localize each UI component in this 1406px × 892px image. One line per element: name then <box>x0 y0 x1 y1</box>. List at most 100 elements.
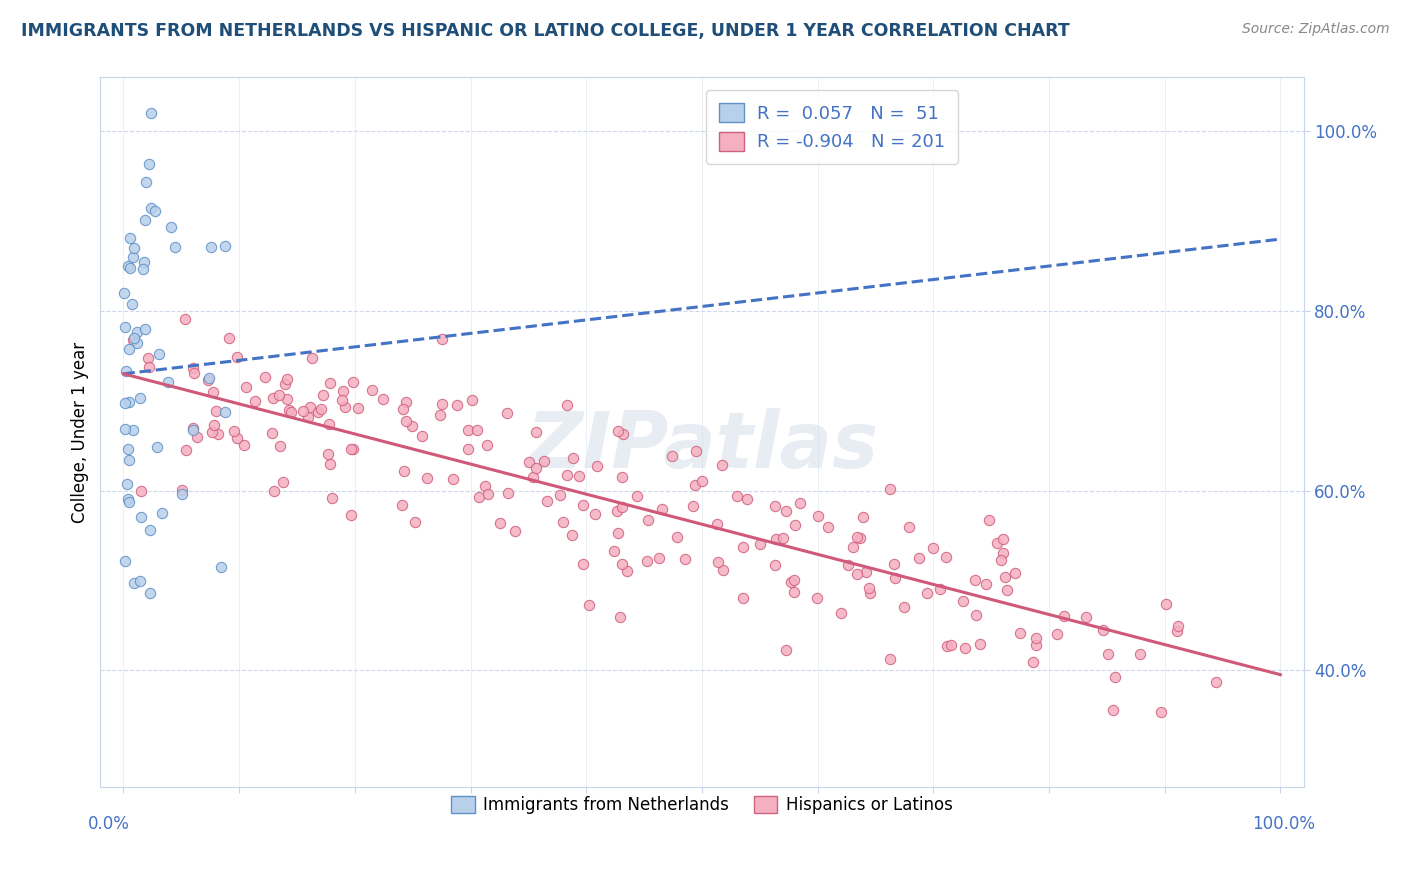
Point <box>262 391 284 405</box>
Point <box>307 405 329 419</box>
Point <box>118 342 141 356</box>
Point <box>226 432 249 446</box>
Point <box>690 475 713 489</box>
Point <box>121 296 143 310</box>
Point <box>202 385 225 400</box>
Point <box>711 458 734 473</box>
Point <box>441 472 464 486</box>
Point <box>477 487 499 501</box>
Point <box>122 576 145 591</box>
Point <box>571 557 593 571</box>
Point <box>160 219 183 234</box>
Point <box>122 241 145 255</box>
Point <box>170 487 193 501</box>
Point <box>411 429 433 443</box>
Point <box>991 546 1014 560</box>
Point <box>299 400 322 414</box>
Point <box>139 202 162 216</box>
Point <box>852 510 875 524</box>
Point <box>114 554 136 568</box>
Point <box>990 553 1012 567</box>
Point <box>181 361 204 376</box>
Point <box>665 530 688 544</box>
Point <box>214 239 236 253</box>
Point <box>952 594 974 608</box>
Point <box>273 377 295 392</box>
Point <box>346 401 368 415</box>
Point <box>607 425 630 439</box>
Point <box>610 500 633 514</box>
Point <box>1004 566 1026 581</box>
Point <box>626 489 648 503</box>
Point <box>749 537 772 551</box>
Point <box>1205 675 1227 690</box>
Point <box>316 447 339 461</box>
Point <box>432 397 454 411</box>
Point <box>673 552 696 566</box>
Point <box>1104 671 1126 685</box>
Point <box>118 231 141 245</box>
Point <box>243 393 266 408</box>
Point <box>340 442 363 456</box>
Point <box>683 477 706 491</box>
Point <box>578 598 600 612</box>
Point <box>263 484 285 499</box>
Point <box>165 240 187 254</box>
Point <box>883 571 905 585</box>
Point <box>807 508 830 523</box>
Point <box>122 250 145 264</box>
Point <box>115 364 138 378</box>
Point <box>1074 610 1097 624</box>
Point <box>1150 705 1173 719</box>
Point <box>994 570 1017 584</box>
Point <box>517 455 540 469</box>
Point <box>603 544 626 558</box>
Legend: Immigrants from Netherlands, Hispanics or Latinos: Immigrants from Netherlands, Hispanics o… <box>444 789 959 822</box>
Point <box>682 499 704 513</box>
Point <box>572 498 595 512</box>
Point <box>955 640 977 655</box>
Point <box>301 351 323 365</box>
Point <box>725 489 748 503</box>
Point <box>637 513 659 527</box>
Point <box>467 423 489 437</box>
Point <box>183 366 205 380</box>
Point <box>979 513 1001 527</box>
Point <box>775 504 797 518</box>
Point <box>783 585 806 599</box>
Point <box>783 518 806 533</box>
Point <box>121 333 143 347</box>
Point <box>146 440 169 454</box>
Point <box>342 442 364 456</box>
Point <box>636 554 658 568</box>
Point <box>172 483 194 497</box>
Point <box>156 376 179 390</box>
Text: Source: ZipAtlas.com: Source: ZipAtlas.com <box>1241 22 1389 37</box>
Point <box>214 405 236 419</box>
Point <box>318 417 340 432</box>
Point <box>218 331 240 345</box>
Point <box>561 450 583 465</box>
Point <box>610 469 633 483</box>
Point <box>779 574 801 589</box>
Point <box>291 403 314 417</box>
Point <box>457 442 479 456</box>
Point <box>555 398 578 412</box>
Point <box>929 582 952 596</box>
Point <box>848 531 870 545</box>
Point <box>859 586 882 600</box>
Point <box>311 388 333 402</box>
Point <box>737 492 759 507</box>
Point <box>522 470 544 484</box>
Point <box>309 402 332 417</box>
Point <box>498 486 520 500</box>
Point <box>1092 623 1115 637</box>
Point <box>845 530 868 544</box>
Point <box>392 464 415 478</box>
Point <box>134 322 156 336</box>
Point <box>858 582 880 596</box>
Point <box>280 405 302 419</box>
Point <box>139 523 162 537</box>
Point <box>612 427 634 442</box>
Point <box>503 524 526 538</box>
